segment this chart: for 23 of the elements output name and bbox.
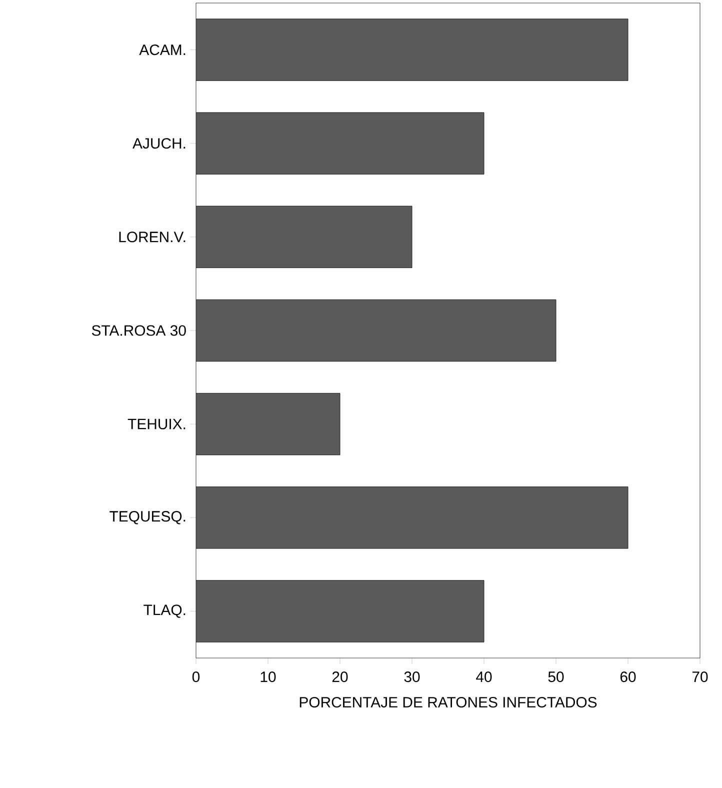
y-tick-label: STA.ROSA 30 <box>92 325 186 336</box>
x-tick-label: 40 <box>476 672 492 682</box>
x-tick-label: 60 <box>620 672 636 682</box>
bar <box>196 299 556 362</box>
y-tick-label: TLAQ. <box>144 604 186 618</box>
y-tick-label: TEHUIX. <box>128 418 186 430</box>
y-tick-label: LOREN.V. <box>119 232 186 242</box>
y-tick-label: AJUCH. <box>132 138 186 149</box>
x-tick-label: 50 <box>548 672 564 682</box>
x-axis-title: PORCENTAJE DE RATONES INFECTADOS <box>300 696 597 708</box>
x-tick-label: 70 <box>692 672 708 682</box>
bar <box>196 580 484 642</box>
x-tick-label: 0 <box>192 672 200 682</box>
bar <box>196 112 484 174</box>
bar <box>196 393 340 456</box>
bar <box>196 206 412 268</box>
x-tick-label: 20 <box>332 672 348 682</box>
x-tick-label: 10 <box>260 672 276 682</box>
y-tick-label: TEQUESQ. <box>110 511 186 524</box>
bar <box>196 486 628 549</box>
bar <box>196 18 628 81</box>
y-tick-label: ACAM. <box>139 44 186 56</box>
x-tick-label: 30 <box>404 672 420 682</box>
